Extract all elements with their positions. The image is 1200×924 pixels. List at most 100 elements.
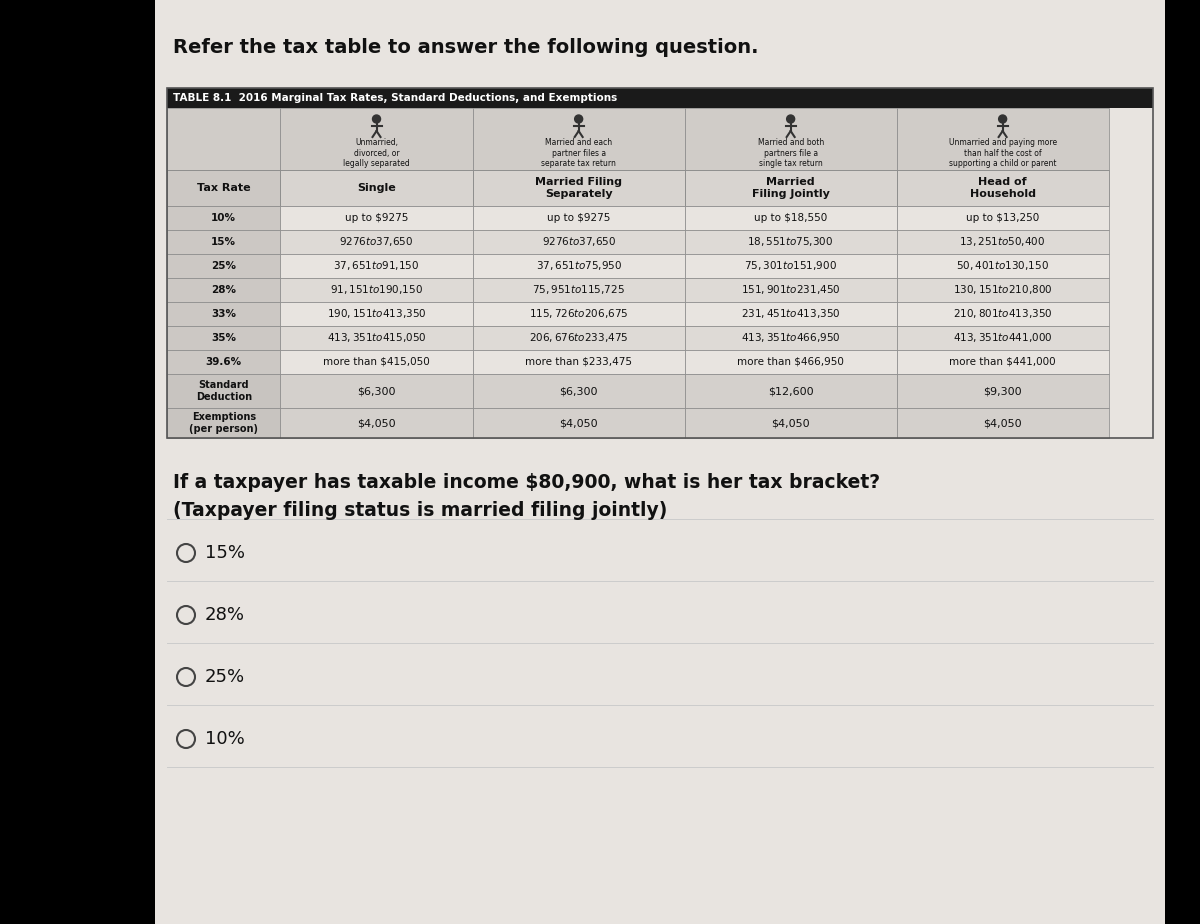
Circle shape <box>178 668 194 686</box>
Bar <box>281 302 473 326</box>
Text: $9,300: $9,300 <box>983 386 1022 396</box>
Bar <box>685 108 896 170</box>
Text: $9276 to $37,650: $9276 to $37,650 <box>340 236 414 249</box>
Bar <box>167 88 1153 438</box>
Bar <box>473 350 685 374</box>
Bar <box>167 230 281 254</box>
Text: $413,351 to $466,950: $413,351 to $466,950 <box>740 332 840 345</box>
Text: 10%: 10% <box>205 730 245 748</box>
Bar <box>685 302 896 326</box>
Text: $4,050: $4,050 <box>358 418 396 428</box>
Bar <box>473 254 685 278</box>
Bar <box>473 108 685 170</box>
Text: $37,651 to $91,150: $37,651 to $91,150 <box>334 260 420 273</box>
Text: $413,351 to $415,050: $413,351 to $415,050 <box>326 332 426 345</box>
Bar <box>167 278 281 302</box>
Bar <box>167 374 281 408</box>
Bar <box>167 254 281 278</box>
Text: more than $415,050: more than $415,050 <box>323 357 430 367</box>
Bar <box>896 302 1109 326</box>
Bar <box>896 326 1109 350</box>
Text: up to $9275: up to $9275 <box>547 213 611 223</box>
Bar <box>473 230 685 254</box>
Bar <box>473 326 685 350</box>
Text: $206,676 to $233,475: $206,676 to $233,475 <box>529 332 629 345</box>
Bar <box>896 108 1109 170</box>
Text: Married
Filing Jointly: Married Filing Jointly <box>751 177 829 199</box>
Text: $231,451 to $413,350: $231,451 to $413,350 <box>740 308 840 321</box>
Bar <box>896 278 1109 302</box>
Bar <box>167 302 281 326</box>
Bar <box>473 206 685 230</box>
Text: Married and both
partners file a
single tax return: Married and both partners file a single … <box>757 139 823 168</box>
Text: $130,151 to $210,800: $130,151 to $210,800 <box>953 284 1052 297</box>
Bar <box>896 254 1109 278</box>
Bar <box>281 278 473 302</box>
Text: Head of
Household: Head of Household <box>970 177 1036 199</box>
Circle shape <box>575 115 583 123</box>
Bar <box>167 326 281 350</box>
Bar <box>281 206 473 230</box>
Text: Exemptions
(per person): Exemptions (per person) <box>190 412 258 433</box>
Text: $210,801 to $413,350: $210,801 to $413,350 <box>953 308 1052 321</box>
Bar <box>281 230 473 254</box>
Bar <box>896 170 1109 206</box>
Bar <box>896 374 1109 408</box>
Bar <box>167 88 1153 108</box>
Bar <box>167 108 281 170</box>
Circle shape <box>178 730 194 748</box>
Text: If a taxpayer has taxable income $80,900, what is her tax bracket?: If a taxpayer has taxable income $80,900… <box>173 473 880 492</box>
Bar <box>685 254 896 278</box>
Text: $413,351 to $441,000: $413,351 to $441,000 <box>953 332 1052 345</box>
Bar <box>281 350 473 374</box>
Text: $6,300: $6,300 <box>358 386 396 396</box>
Text: 28%: 28% <box>205 606 245 624</box>
Text: 10%: 10% <box>211 213 236 223</box>
Circle shape <box>787 115 794 123</box>
Bar <box>167 408 281 438</box>
Bar <box>473 408 685 438</box>
Text: $151,901 to $231,450: $151,901 to $231,450 <box>740 284 840 297</box>
Text: 28%: 28% <box>211 285 236 295</box>
Text: $18,551 to $75,300: $18,551 to $75,300 <box>748 236 834 249</box>
Bar <box>896 408 1109 438</box>
Text: $115,726 to $206,675: $115,726 to $206,675 <box>529 308 629 321</box>
Text: $75,951 to $115,725: $75,951 to $115,725 <box>533 284 625 297</box>
Text: more than $441,000: more than $441,000 <box>949 357 1056 367</box>
Text: $37,651 to $75,950: $37,651 to $75,950 <box>535 260 622 273</box>
Text: 25%: 25% <box>205 668 245 686</box>
Text: Tax Rate: Tax Rate <box>197 183 251 193</box>
Bar <box>473 374 685 408</box>
Text: Unmarried,
divorced, or
legally separated: Unmarried, divorced, or legally separate… <box>343 139 410 168</box>
Bar <box>167 206 281 230</box>
Text: $13,251 to $50,400: $13,251 to $50,400 <box>960 236 1045 249</box>
Bar <box>896 206 1109 230</box>
Text: Unmarried and paying more
than half the cost of
supporting a child or parent: Unmarried and paying more than half the … <box>948 139 1057 168</box>
Bar <box>685 326 896 350</box>
Text: $4,050: $4,050 <box>772 418 810 428</box>
Text: more than $466,950: more than $466,950 <box>737 357 844 367</box>
Text: $50,401 to $130,150: $50,401 to $130,150 <box>956 260 1049 273</box>
Bar <box>281 254 473 278</box>
Bar <box>281 326 473 350</box>
Circle shape <box>998 115 1007 123</box>
Bar <box>167 350 281 374</box>
Text: 35%: 35% <box>211 333 236 343</box>
Text: up to $13,250: up to $13,250 <box>966 213 1039 223</box>
Text: $9276 to $37,650: $9276 to $37,650 <box>541 236 616 249</box>
Text: $190,151 to $413,350: $190,151 to $413,350 <box>326 308 426 321</box>
Text: $6,300: $6,300 <box>559 386 598 396</box>
Bar <box>685 170 896 206</box>
Bar <box>167 170 281 206</box>
Text: Single: Single <box>358 183 396 193</box>
Text: 33%: 33% <box>211 309 236 319</box>
Text: $91,151 to $190,150: $91,151 to $190,150 <box>330 284 422 297</box>
Bar <box>473 302 685 326</box>
Bar <box>896 350 1109 374</box>
Circle shape <box>178 544 194 562</box>
Text: Refer the tax table to answer the following question.: Refer the tax table to answer the follow… <box>173 38 758 57</box>
Text: TABLE 8.1  2016 Marginal Tax Rates, Standard Deductions, and Exemptions: TABLE 8.1 2016 Marginal Tax Rates, Stand… <box>173 93 617 103</box>
Bar <box>155 0 1165 924</box>
Bar <box>685 278 896 302</box>
Text: 39.6%: 39.6% <box>205 357 241 367</box>
